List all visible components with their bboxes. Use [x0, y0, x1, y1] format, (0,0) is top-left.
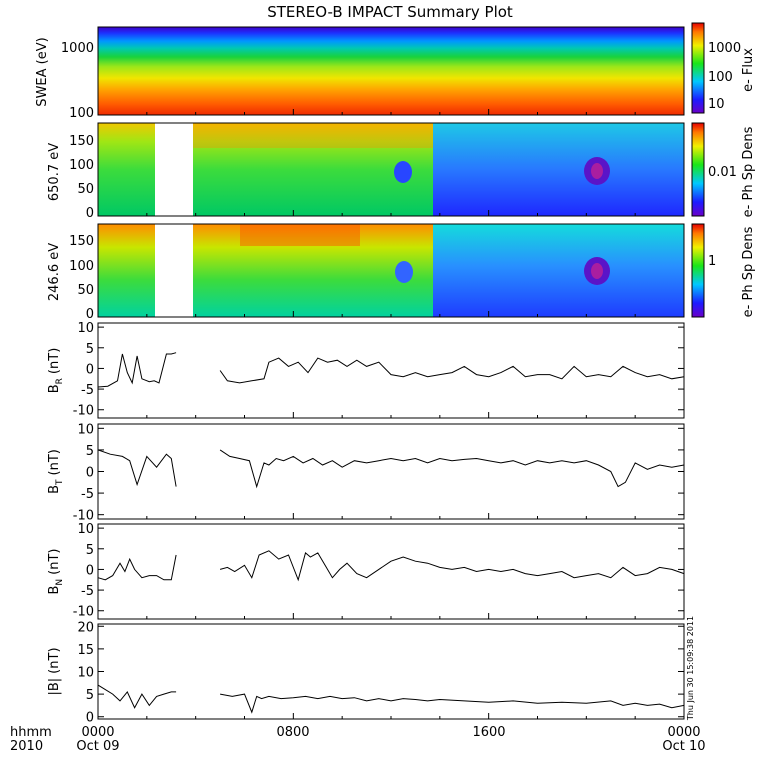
- b-r-series-line-1: [97, 352, 177, 388]
- swea-cbar-label: e- Flux: [741, 48, 756, 92]
- pad-246-panel: 150 100 50 0 246.6 eV 1 e- Ph Sp Dens: [47, 223, 756, 322]
- pad-246-ytick-150: 150: [69, 234, 94, 249]
- pad-650-colorbar: [691, 122, 705, 217]
- b-mag-ytick-label: 15: [77, 643, 94, 658]
- x-tick-1600: 1600: [472, 725, 505, 740]
- b-mag-frame: [97, 623, 685, 720]
- swea-panel: 1000 100 SWEA (eV) 1000 100 10 e- Flux: [35, 22, 756, 121]
- b-mag-series-line-2: [220, 693, 685, 714]
- b-r-ylabel-main: B: [47, 384, 62, 393]
- x-tick-0000-start: 0000: [81, 725, 114, 740]
- b-n-ylabel: BN (nT): [47, 549, 65, 595]
- pad-650-ylabel: 650.7 eV: [47, 143, 62, 201]
- pad-246-ylabel: 246.6 eV: [47, 243, 62, 301]
- plot-title: STEREO-B IMPACT Summary Plot: [267, 3, 513, 21]
- pad-246-ytick-0: 0: [86, 307, 94, 322]
- b-r-ytick-label: 0: [86, 362, 94, 377]
- b-n-ytick-label: -5: [81, 584, 94, 599]
- b-mag-ylabel-unit: (nT): [47, 647, 62, 673]
- b-r-ylabel-sub: R: [55, 378, 65, 384]
- swea-cbar-tick-1000: 1000: [708, 41, 741, 56]
- pad-246-ytick-100: 100: [69, 259, 94, 274]
- b-n-ylabel-unit: (nT): [47, 549, 62, 575]
- swea-cbar-ticks: 1000 100 10: [708, 41, 741, 112]
- b-t-series-line-1: [97, 449, 177, 487]
- x-corner-hhmm: hhmm: [10, 725, 52, 740]
- x-tick-0000-end: 0000: [667, 725, 700, 740]
- b-r-ylabel-unit: (nT): [47, 348, 62, 374]
- b-t-ytick-label: 5: [86, 444, 94, 459]
- pad-650-ytick-0: 0: [86, 206, 94, 221]
- b-r-ytick-label: 5: [86, 342, 94, 357]
- swea-cbar-tick-100: 100: [708, 70, 733, 85]
- swea-ytick-1000: 1000: [61, 41, 94, 56]
- pad-650-ytick-100: 100: [69, 158, 94, 173]
- b-mag-ytick-label: 5: [86, 688, 94, 703]
- swea-ytick-100: 100: [69, 106, 94, 121]
- b-t-ylabel-main: B: [47, 485, 62, 494]
- b-t-ytick-label: 10: [77, 422, 94, 437]
- b-r-panel: 10 5 0 -5 -10 BR (nT): [47, 321, 685, 419]
- timestamp-stamp: Thu Jun 30 15:09:38 2011: [686, 616, 695, 721]
- b-mag-ytick-label: 10: [77, 666, 94, 681]
- pad-650-yticks: 150 100 50 0: [69, 134, 94, 221]
- swea-colorbar: [691, 22, 705, 114]
- pad-650-cbar-label: e- Ph Sp Dens: [741, 126, 756, 217]
- pad-246-colorbar: [691, 223, 705, 318]
- swea-heatmap: [98, 27, 684, 115]
- pad-246-cbar-label: e- Ph Sp Dens: [741, 226, 756, 317]
- b-t-ytick-label: -5: [81, 487, 94, 502]
- pad-650-panel: 150 100 50 0 650.7 eV 0.01 e- Ph Sp Dens: [47, 122, 756, 221]
- swea-ylabel: SWEA (eV): [35, 37, 50, 106]
- pad-650-cbar-tick: 0.01: [708, 165, 737, 180]
- pad-246-cbar-tick: 1: [708, 254, 716, 269]
- b-t-series-line-2: [219, 449, 685, 489]
- x-tick-0800: 0800: [276, 725, 309, 740]
- b-n-panel: 10 5 0 -5 -10 BN (nT): [47, 522, 685, 620]
- b-t-ytick-label: -10: [73, 509, 94, 524]
- b-t-panel: 10 5 0 -5 -10 BT (nT): [47, 422, 685, 524]
- b-n-series-line-1: [97, 554, 177, 581]
- x-corner-year: 2010: [10, 739, 43, 754]
- x-date-end: Oct 10: [662, 739, 705, 754]
- b-t-ylabel: BT (nT): [47, 449, 65, 494]
- b-n-ytick-label: -10: [73, 605, 94, 620]
- time-axis: hhmm 2010 0000 0800 1600 0000 Oct 09 Oct…: [10, 725, 706, 754]
- b-n-ylabel-sub: N: [55, 579, 65, 586]
- b-mag-ytick-label: 0: [86, 711, 94, 726]
- pad-246-ytick-50: 50: [77, 283, 94, 298]
- b-t-frame: [97, 423, 685, 520]
- b-mag-ylabel: |B| (nT): [47, 647, 62, 695]
- pad-650-ytick-150: 150: [69, 134, 94, 149]
- b-t-ytick-label: 0: [86, 466, 94, 481]
- x-date-start: Oct 09: [76, 739, 119, 754]
- b-r-series-line-2: [219, 357, 685, 384]
- b-r-ytick-label: -10: [73, 404, 94, 419]
- b-mag-series-line-1: [97, 684, 177, 709]
- b-r-frame: [97, 322, 685, 419]
- b-mag-ytick-label: 20: [77, 620, 94, 635]
- swea-yticks: 1000 100: [61, 41, 94, 121]
- b-r-ytick-label: 10: [77, 321, 94, 336]
- b-n-frame: [97, 523, 685, 620]
- b-n-ylabel-main: B: [47, 586, 62, 595]
- b-r-ytick-label: -5: [81, 383, 94, 398]
- b-t-ylabel-sub: T: [55, 479, 65, 486]
- b-mag-panel: 20 15 10 5 0 |B| (nT): [47, 620, 685, 726]
- b-r-ylabel: BR (nT): [47, 348, 65, 394]
- b-n-ytick-label: 10: [77, 522, 94, 537]
- b-n-ytick-label: 5: [86, 543, 94, 558]
- b-mag-ylabel-main: |B|: [47, 678, 62, 696]
- b-n-ytick-label: 0: [86, 563, 94, 578]
- pad-246-yticks: 150 100 50 0: [69, 234, 94, 322]
- magnetic-field-panels: 1050-5-10BR(nT)1050-5-10BT(nT)1050-5-10B…: [47, 321, 685, 726]
- pad-650-ytick-50: 50: [77, 182, 94, 197]
- b-t-ylabel-unit: (nT): [47, 449, 62, 475]
- b-n-series-line-2: [219, 550, 685, 582]
- swea-cbar-tick-10: 10: [708, 97, 725, 112]
